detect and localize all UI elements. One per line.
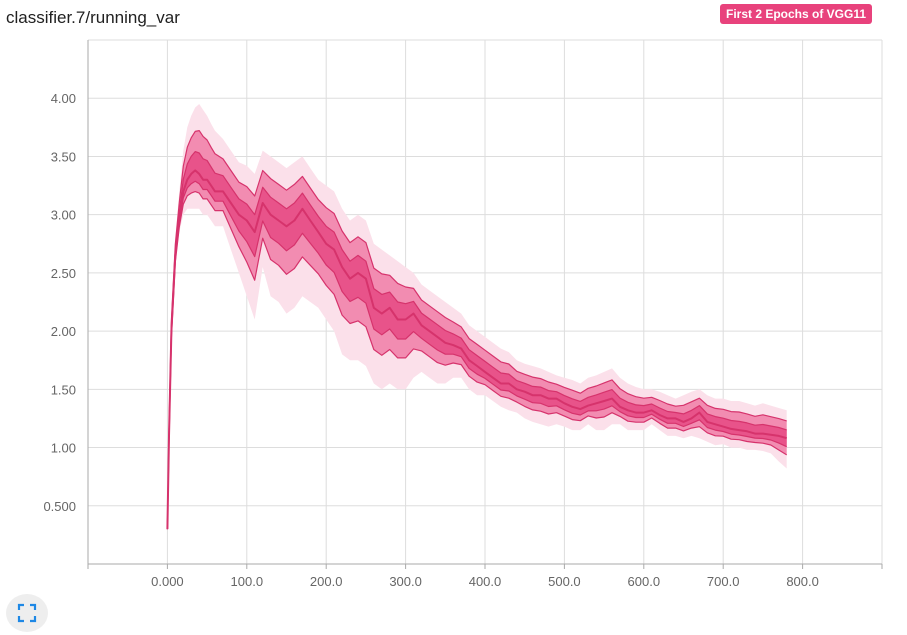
- y-tick-label: 2.50: [51, 266, 76, 281]
- x-tick-label: 0.000: [151, 574, 184, 589]
- data-lines: [166, 130, 788, 530]
- x-tick-label: 600.0: [628, 574, 661, 589]
- inner-band: [167, 151, 787, 530]
- x-tick-label: 400.0: [469, 574, 502, 589]
- x-tick-label: 800.0: [786, 574, 819, 589]
- y-tick-label: 4.00: [51, 91, 76, 106]
- run-tag-badge[interactable]: First 2 Epochs of VGG11: [720, 4, 873, 24]
- series-line: [166, 169, 787, 530]
- fit-to-data-button[interactable]: [6, 594, 48, 632]
- series-line: [166, 180, 787, 530]
- y-tick-label: 3.50: [51, 149, 76, 164]
- x-tick-label: 300.0: [389, 574, 422, 589]
- outer-band: [167, 104, 787, 530]
- series-line: [166, 130, 787, 530]
- axes: [87, 40, 883, 569]
- y-tick-label: 1.50: [51, 382, 76, 397]
- series-line: [166, 191, 788, 530]
- chart-title: classifier.7/running_var: [6, 8, 180, 27]
- series-line: [166, 151, 787, 530]
- middle-band: [167, 130, 787, 530]
- x-tick-label: 500.0: [548, 574, 581, 589]
- fit-to-data-icon: [17, 603, 37, 623]
- y-tick-label: 3.00: [51, 208, 76, 223]
- x-tick-label: 700.0: [707, 574, 740, 589]
- x-tick-label: 100.0: [231, 574, 264, 589]
- x-tick-label: 200.0: [310, 574, 343, 589]
- y-tick-label: 1.00: [51, 441, 76, 456]
- data-bands: [167, 104, 787, 530]
- grid-lines: [87, 39, 883, 564]
- y-tick-label: 2.00: [51, 324, 76, 339]
- tick-labels: 0.000 100.0 200.0 300.0 400.0 500.0 600.0 700.0…: [43, 91, 818, 589]
- y-tick-label: 0.500: [43, 499, 76, 514]
